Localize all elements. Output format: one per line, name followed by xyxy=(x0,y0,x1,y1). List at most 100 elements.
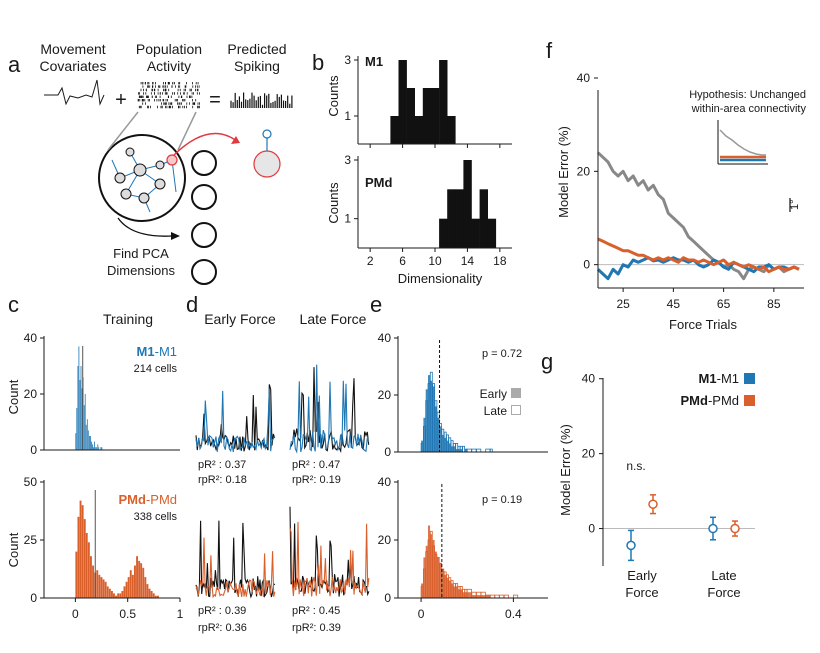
histogram-bar-early xyxy=(441,569,444,598)
predicted-spiking-label-2: Spiking xyxy=(234,58,280,74)
y-tick-label: 1 xyxy=(344,109,351,123)
histogram-bar xyxy=(131,574,134,598)
histogram-bar xyxy=(406,88,415,144)
panel-g-cat-late-2: Force xyxy=(707,585,740,600)
histogram-bar-early xyxy=(485,595,490,598)
x-tick-label: 85 xyxy=(767,297,781,311)
histogram-bar-early xyxy=(428,375,430,452)
panel-b: b 13 132 6 10 14 18 M1 PMd Counts Counts Dim… xyxy=(312,50,512,286)
histogram-bar xyxy=(136,556,138,598)
histogram-bar xyxy=(76,408,78,450)
y-tick-label: 20 xyxy=(378,388,392,402)
population-activity-label-1: Population xyxy=(136,41,202,57)
panel-b-xlabel: Dimensionality xyxy=(398,271,483,286)
histogram-bar xyxy=(95,447,97,450)
y-tick-label: 40 xyxy=(577,71,591,85)
histogram-bar xyxy=(104,581,107,598)
panel-b-letter: b xyxy=(312,50,324,75)
predicted-spiking-label-1: Predicted xyxy=(227,41,286,57)
pca-arrow xyxy=(117,217,173,237)
histogram-bar-early xyxy=(439,426,442,452)
histogram-bar xyxy=(77,516,80,598)
histogram-bar xyxy=(123,586,126,598)
panel-e-legend-early-swatch xyxy=(511,388,521,398)
histogram-bar-early xyxy=(428,525,430,598)
d-m1-late-rpr2: rpR²: 0.19 xyxy=(292,474,341,486)
panel-e-m1-pvalue: p = 0.72 xyxy=(482,348,522,360)
histogram-bar xyxy=(87,430,89,450)
panel-d-letter: d xyxy=(186,292,198,317)
histogram-bar xyxy=(140,563,143,598)
histogram-bar xyxy=(80,366,82,450)
find-pca-label-2: Dimensions xyxy=(107,263,175,278)
x-tick-label: 6 xyxy=(399,254,406,268)
histogram-bar xyxy=(106,586,109,598)
histogram-bar-early xyxy=(448,580,451,598)
histogram-bar xyxy=(125,581,128,598)
histogram-bar xyxy=(154,595,157,598)
highlighted-node xyxy=(166,154,178,166)
d-pmd-late-pr2: pR² : 0.45 xyxy=(292,605,340,617)
panel-g-cat-early-2: Force xyxy=(625,585,658,600)
panel-f-inset-title-2: within-area connectivity xyxy=(691,103,807,115)
panel-c-letter: c xyxy=(8,292,19,317)
target-neuron-terminal xyxy=(262,129,272,139)
histogram-bar-early xyxy=(439,563,442,598)
histogram-bar xyxy=(439,218,448,248)
panel-g-legend-m1-swatch xyxy=(744,373,755,384)
x-tick-label: 65 xyxy=(717,297,731,311)
histogram-bar-early xyxy=(464,449,467,452)
histogram-bar-early xyxy=(425,545,428,598)
histogram-bar xyxy=(447,189,456,248)
panel-a: a Movement Covariates Population Activit… xyxy=(8,41,293,285)
y-tick-label: 0 xyxy=(30,443,37,457)
histogram-bar xyxy=(97,444,99,450)
pca-dimension-circles xyxy=(191,150,217,285)
panel-g-cat-early-1: Early xyxy=(627,568,657,583)
panel-g-legend-pmd: PMd-PMd xyxy=(680,393,739,408)
histogram-bar-early xyxy=(458,589,460,598)
panel-g-ylabel: Model Error (%) xyxy=(558,424,573,516)
predicted-spiking-trace xyxy=(230,92,293,108)
panel-f-ylabel: Model Error (%) xyxy=(556,126,571,218)
histogram-bar xyxy=(94,441,95,450)
panel-b-pmd-ylabel: Counts xyxy=(326,182,341,224)
y-tick-label: 0 xyxy=(583,258,590,272)
panel-b-m1-ylabel: Counts xyxy=(326,75,341,117)
histogram-bar-early xyxy=(446,577,449,598)
x-tick-label: 45 xyxy=(667,297,681,311)
y-tick-label: 20 xyxy=(577,164,591,178)
panel-g-cat-late-1: Late xyxy=(711,568,736,583)
histogram-bar-early xyxy=(451,583,454,598)
series-line-m1 xyxy=(596,256,800,281)
histogram-bar xyxy=(134,565,136,598)
histogram-bar xyxy=(108,588,111,598)
panel-c-pmd-cells: 338 cells xyxy=(134,511,178,523)
panel-d-traces xyxy=(195,364,370,599)
histogram-bar xyxy=(121,591,124,598)
x-tick-label: 14 xyxy=(461,254,475,268)
histogram-bar xyxy=(487,218,497,248)
histogram-bar xyxy=(152,593,155,598)
histogram-bar xyxy=(83,519,86,598)
population-raster xyxy=(137,82,200,109)
panel-e-legend-late: Late xyxy=(484,404,508,418)
histogram-bar-early xyxy=(423,557,426,598)
histogram-bar xyxy=(86,419,88,450)
movement-covariates-label-1: Movement xyxy=(40,41,105,57)
histogram-bar xyxy=(93,447,94,450)
histogram-bar xyxy=(144,577,147,598)
histogram-bar xyxy=(84,394,86,450)
histogram-bar xyxy=(113,593,115,598)
histogram-bar xyxy=(146,584,149,598)
histogram-bar-early xyxy=(481,595,486,598)
y-tick-label: 20 xyxy=(582,447,596,461)
network-circle xyxy=(98,134,186,222)
panel-e-pmd-pvalue: p = 0.19 xyxy=(482,494,522,506)
panel-g-letter: g xyxy=(541,349,553,374)
histogram-bar xyxy=(89,436,90,450)
trace-line xyxy=(289,506,370,597)
histogram-bar xyxy=(78,346,80,450)
y-tick-label: 40 xyxy=(378,475,392,489)
d-m1-late-pr2: pR² : 0.47 xyxy=(292,459,340,471)
